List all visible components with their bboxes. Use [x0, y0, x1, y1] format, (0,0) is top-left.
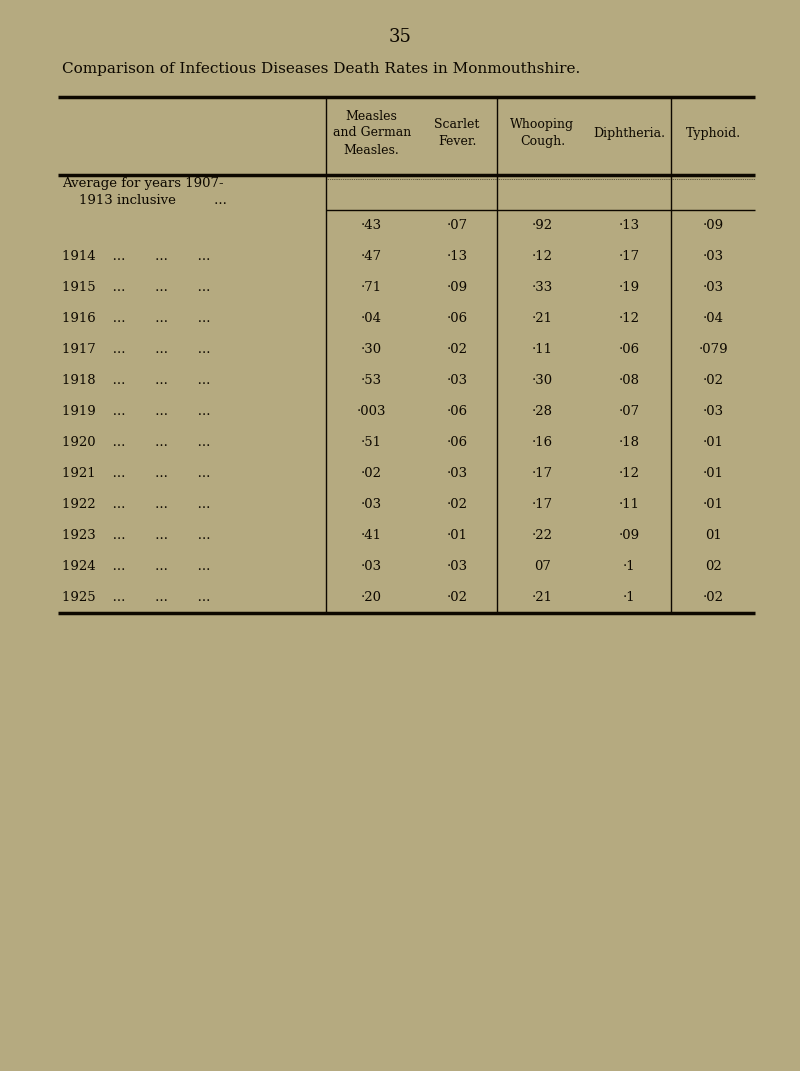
Text: 1916    ...       ...       ...: 1916 ... ... ... [62, 312, 210, 325]
Text: ·17: ·17 [619, 250, 640, 263]
Text: 1922    ...       ...       ...: 1922 ... ... ... [62, 498, 210, 511]
Text: ·07: ·07 [619, 405, 640, 418]
Text: ·12: ·12 [619, 312, 640, 325]
Text: Comparison of Infectious Diseases Death Rates in Monmouthshire.: Comparison of Infectious Diseases Death … [62, 62, 580, 76]
Text: ·09: ·09 [446, 281, 467, 295]
Text: ·20: ·20 [361, 591, 382, 604]
Text: ·43: ·43 [361, 218, 382, 232]
Text: ·02: ·02 [446, 498, 467, 511]
Text: 1917    ...       ...       ...: 1917 ... ... ... [62, 343, 210, 356]
Text: ·09: ·09 [702, 218, 724, 232]
Text: ·03: ·03 [361, 560, 382, 573]
Text: ·13: ·13 [446, 250, 467, 263]
Text: ·02: ·02 [702, 591, 724, 604]
Text: ·92: ·92 [532, 218, 553, 232]
Text: 1925    ...       ...       ...: 1925 ... ... ... [62, 591, 210, 604]
Text: ·02: ·02 [446, 591, 467, 604]
Text: ·21: ·21 [532, 591, 553, 604]
Text: ·08: ·08 [619, 374, 640, 387]
Text: 1915    ...       ...       ...: 1915 ... ... ... [62, 281, 210, 295]
Text: Measles
and German
Measles.: Measles and German Measles. [333, 109, 410, 156]
Text: ·33: ·33 [532, 281, 553, 295]
Text: ·12: ·12 [619, 467, 640, 480]
Text: ·06: ·06 [446, 312, 467, 325]
Text: ·51: ·51 [361, 436, 382, 449]
Text: ·03: ·03 [702, 405, 724, 418]
Text: 1923    ...       ...       ...: 1923 ... ... ... [62, 529, 210, 542]
Text: 1924    ...       ...       ...: 1924 ... ... ... [62, 560, 210, 573]
Text: ·11: ·11 [532, 343, 553, 356]
Text: ·13: ·13 [619, 218, 640, 232]
Text: ·07: ·07 [446, 218, 467, 232]
Text: ·06: ·06 [446, 405, 467, 418]
Text: ·03: ·03 [446, 467, 467, 480]
Text: ·06: ·06 [619, 343, 640, 356]
Text: Diphtheria.: Diphtheria. [594, 126, 666, 139]
Text: ·03: ·03 [702, 250, 724, 263]
Text: ·41: ·41 [361, 529, 382, 542]
Text: Whooping
Cough.: Whooping Cough. [510, 118, 574, 148]
Text: ·03: ·03 [361, 498, 382, 511]
Text: 02: 02 [705, 560, 722, 573]
Text: ·03: ·03 [446, 374, 467, 387]
Text: ·28: ·28 [532, 405, 553, 418]
Text: ·1: ·1 [623, 591, 636, 604]
Text: 07: 07 [534, 560, 551, 573]
Text: ·1: ·1 [623, 560, 636, 573]
Text: 1918    ...       ...       ...: 1918 ... ... ... [62, 374, 210, 387]
Text: Average for years 1907-: Average for years 1907- [62, 177, 224, 190]
Text: ·47: ·47 [361, 250, 382, 263]
Text: 1920    ...       ...       ...: 1920 ... ... ... [62, 436, 210, 449]
Text: ·01: ·01 [702, 436, 724, 449]
Text: ·01: ·01 [702, 467, 724, 480]
Text: ·04: ·04 [702, 312, 724, 325]
Text: ·17: ·17 [532, 467, 553, 480]
Text: ·53: ·53 [361, 374, 382, 387]
Text: ·30: ·30 [361, 343, 382, 356]
Text: ·02: ·02 [702, 374, 724, 387]
Text: ·11: ·11 [619, 498, 640, 511]
Text: ·01: ·01 [446, 529, 467, 542]
Text: 1914    ...       ...       ...: 1914 ... ... ... [62, 250, 210, 263]
Text: ·01: ·01 [702, 498, 724, 511]
Text: ·12: ·12 [532, 250, 553, 263]
Text: ·17: ·17 [532, 498, 553, 511]
Text: ·21: ·21 [532, 312, 553, 325]
Text: ·09: ·09 [619, 529, 640, 542]
Text: ·02: ·02 [446, 343, 467, 356]
Text: ·06: ·06 [446, 436, 467, 449]
Text: ·079: ·079 [698, 343, 728, 356]
Text: ·02: ·02 [361, 467, 382, 480]
Text: 35: 35 [389, 28, 411, 46]
Text: ·19: ·19 [619, 281, 640, 295]
Text: 1921    ...       ...       ...: 1921 ... ... ... [62, 467, 210, 480]
Text: ·03: ·03 [702, 281, 724, 295]
Text: 1919    ...       ...       ...: 1919 ... ... ... [62, 405, 210, 418]
Text: Typhoid.: Typhoid. [686, 126, 741, 139]
Text: ·03: ·03 [446, 560, 467, 573]
Text: Scarlet
Fever.: Scarlet Fever. [434, 118, 480, 148]
Text: ·71: ·71 [361, 281, 382, 295]
Text: ·30: ·30 [532, 374, 553, 387]
Text: 1913 inclusive         ...: 1913 inclusive ... [62, 194, 227, 207]
Text: ·22: ·22 [532, 529, 553, 542]
Text: ·18: ·18 [619, 436, 640, 449]
Text: ·04: ·04 [361, 312, 382, 325]
Text: 01: 01 [705, 529, 722, 542]
Text: ·16: ·16 [532, 436, 553, 449]
Text: ·003: ·003 [357, 405, 386, 418]
